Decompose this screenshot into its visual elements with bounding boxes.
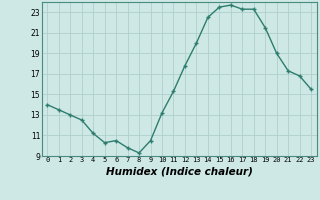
X-axis label: Humidex (Indice chaleur): Humidex (Indice chaleur) [106, 166, 252, 176]
